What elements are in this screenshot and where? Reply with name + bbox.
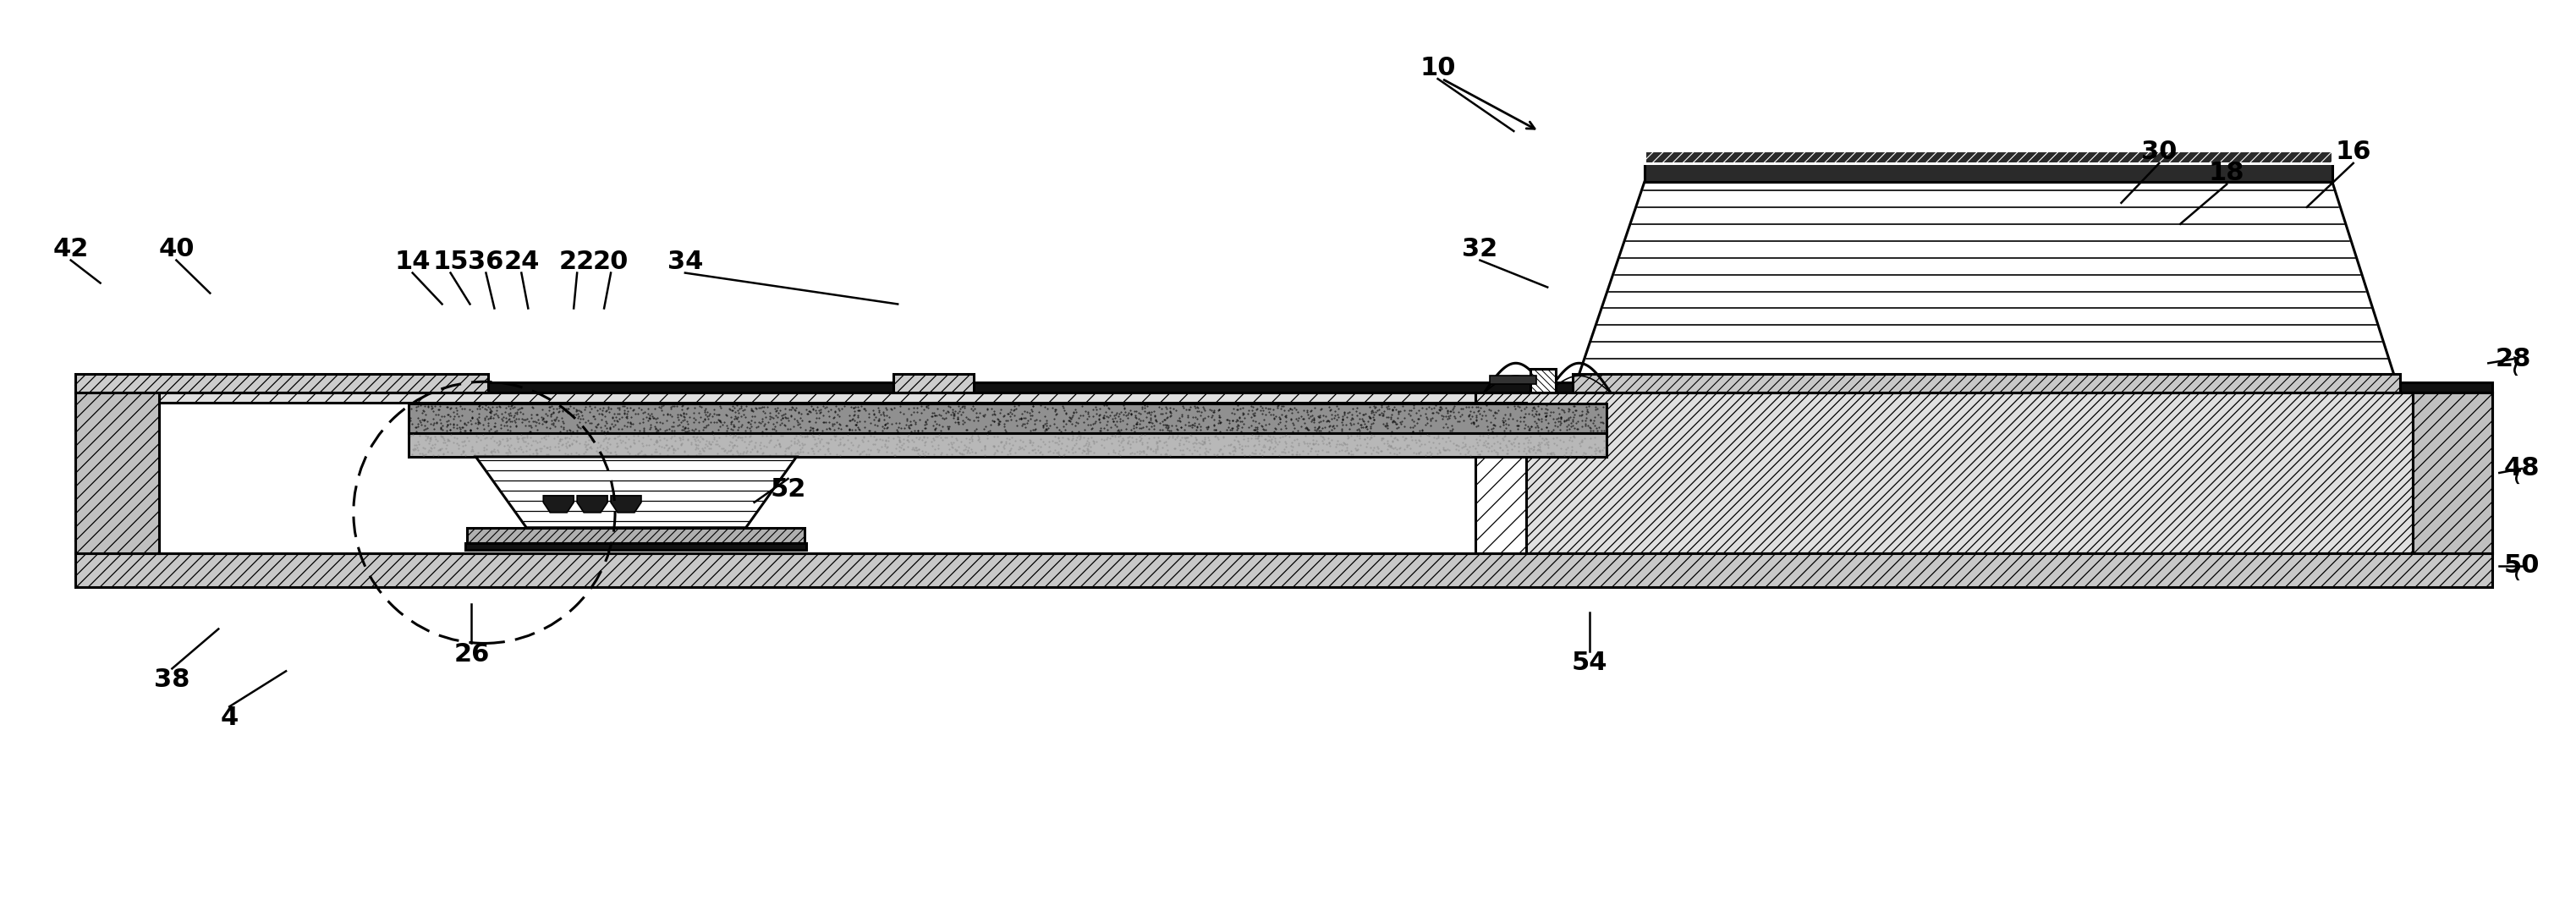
Text: 34: 34	[667, 249, 703, 274]
Text: ~: ~	[2501, 458, 2530, 484]
Bar	[2411, 392, 2494, 553]
Bar	[1574, 374, 2401, 392]
Polygon shape	[1574, 182, 2401, 392]
Bar	[160, 403, 1528, 553]
Text: 32: 32	[1463, 237, 1497, 261]
Bar	[75, 392, 2494, 553]
Text: 26: 26	[453, 642, 489, 667]
Text: 16: 16	[2336, 140, 2372, 164]
Text: 28: 28	[2496, 347, 2532, 371]
Text: 4: 4	[222, 705, 240, 730]
Text: 36: 36	[469, 249, 505, 274]
Bar	[466, 543, 806, 549]
Text: 22: 22	[559, 249, 595, 274]
Bar	[410, 433, 1607, 457]
Text: 10: 10	[1419, 56, 1455, 80]
Text: 38: 38	[155, 668, 191, 691]
Polygon shape	[544, 495, 574, 513]
Polygon shape	[477, 457, 796, 527]
Text: 54: 54	[1571, 650, 1607, 675]
Text: 15: 15	[433, 249, 469, 274]
Bar	[75, 392, 160, 553]
Polygon shape	[577, 495, 608, 513]
Bar	[410, 403, 1607, 433]
Bar	[1643, 150, 2331, 163]
Text: 14: 14	[394, 249, 430, 274]
Text: 52: 52	[770, 478, 806, 502]
Bar	[1489, 376, 1535, 384]
Text: 18: 18	[2208, 161, 2244, 185]
Bar	[75, 374, 489, 392]
Bar	[75, 553, 2494, 587]
Text: 30: 30	[2141, 140, 2177, 164]
Text: 50: 50	[2504, 553, 2540, 578]
Bar	[466, 527, 804, 543]
Text: 20: 20	[592, 249, 629, 274]
Text: 24: 24	[502, 249, 538, 274]
Bar	[1476, 392, 2411, 553]
Bar	[1643, 163, 2331, 182]
Text: 42: 42	[54, 237, 88, 261]
Bar	[1530, 369, 1556, 392]
Text: ~: ~	[2499, 350, 2527, 376]
Text: ~: ~	[2501, 555, 2530, 580]
Text: 40: 40	[157, 237, 193, 261]
Bar	[894, 374, 974, 392]
Polygon shape	[611, 495, 641, 513]
Text: 48: 48	[2504, 457, 2540, 481]
Bar	[75, 382, 2494, 392]
